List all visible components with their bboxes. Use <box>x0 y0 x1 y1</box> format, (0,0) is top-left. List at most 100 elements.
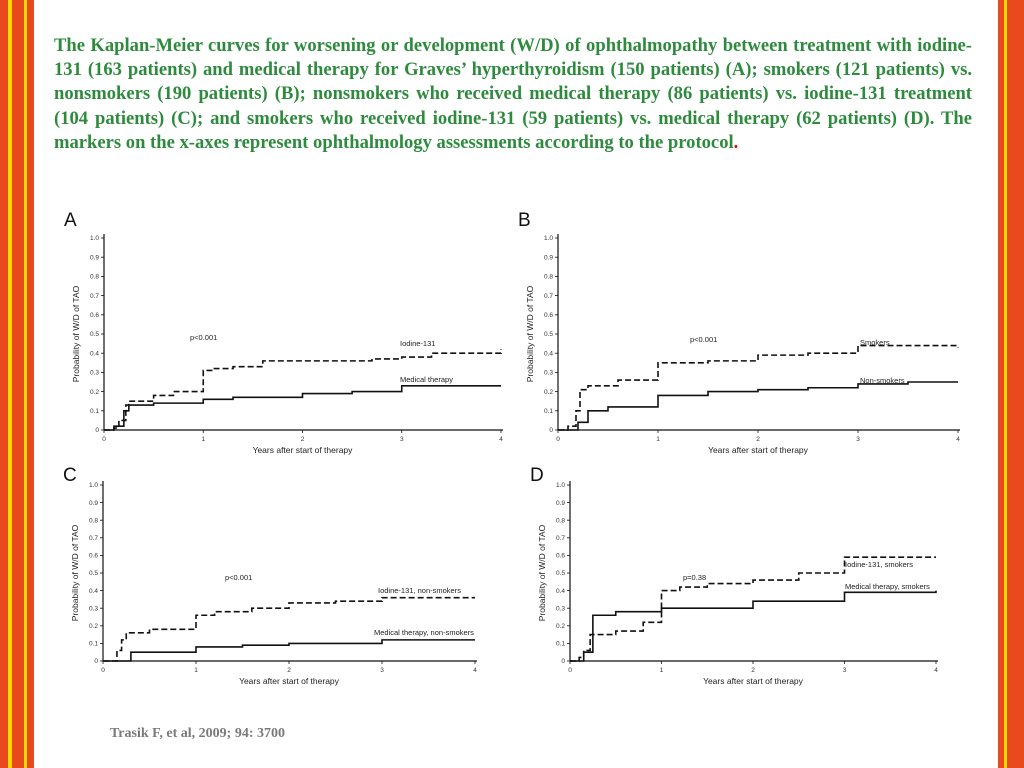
y-tick-label: 0.5 <box>90 331 99 338</box>
y-tick-label: 0.2 <box>556 623 565 630</box>
series-label: Medical therapy, non-smokers <box>374 628 474 637</box>
citation: Trasik F, et al, 2009; 94: 3700 <box>110 726 285 741</box>
y-tick-label: 0.4 <box>544 350 553 357</box>
km-curve-dashed <box>558 344 959 431</box>
x-tick-label: 1 <box>201 436 205 443</box>
y-tick-label: 0 <box>561 658 565 665</box>
km-curve-dashed <box>103 596 475 662</box>
series-label: Iodine-131 <box>400 339 435 348</box>
y-axis-title: Probability of W/D of TAO <box>71 285 81 382</box>
p-value-label: p=0.38 <box>683 573 706 582</box>
slide-heading: The Kaplan-Meier curves for worsening or… <box>54 34 972 170</box>
p-value-label: p<0.001 <box>690 335 717 344</box>
series-label: Non-smokers <box>860 376 905 385</box>
series-label: Medical therapy, smokers <box>845 582 930 591</box>
x-axis-title: Years after start of therapy <box>239 676 340 686</box>
y-tick-label: 0.6 <box>556 553 565 560</box>
km-curve-solid <box>103 639 475 662</box>
x-tick-label: 0 <box>568 667 572 674</box>
km-chart-a: A 0 0.1 0.2 0.3 0.4 0.5 0.6 0.7 0.8 0.9 1.0 0 1 2 3 4 Yea… <box>60 200 520 465</box>
y-tick-label: 0.6 <box>544 312 553 319</box>
km-curve-solid <box>570 590 937 662</box>
y-tick-label: 0.5 <box>89 570 98 577</box>
x-axis-title: Years after start of therapy <box>253 445 354 455</box>
y-tick-label: 0.4 <box>556 588 565 595</box>
x-tick-label: 2 <box>751 667 755 674</box>
km-chart-d: D 0 0.1 0.2 0.3 0.4 0.5 0.6 0.7 0.8 0.9 1.0 0 1 2 3 4 Yea… <box>515 455 975 695</box>
panel-label: A <box>64 210 77 231</box>
x-axis-title: Years after start of therapy <box>708 445 809 455</box>
panel-label: D <box>530 465 544 486</box>
series-label: Iodine-131, smokers <box>845 560 913 569</box>
y-tick-label: 0.3 <box>89 605 98 612</box>
y-tick-label: 0.2 <box>544 389 553 396</box>
km-curve-dashed <box>570 556 936 662</box>
x-tick-label: 3 <box>380 667 384 674</box>
y-tick-label: 0.8 <box>90 274 99 281</box>
y-tick-label: 0.7 <box>89 535 98 542</box>
y-tick-label: 0.9 <box>544 254 553 261</box>
y-tick-label: 1.0 <box>544 235 553 242</box>
y-tick-label: 0.4 <box>89 588 98 595</box>
y-tick-label: 0.7 <box>90 293 99 300</box>
x-tick-label: 0 <box>556 436 560 443</box>
y-tick-label: 0 <box>94 658 98 665</box>
y-tick-label: 0.9 <box>556 500 565 507</box>
y-tick-label: 0.1 <box>89 641 98 648</box>
y-tick-label: 0.2 <box>89 623 98 630</box>
km-chart-b: B 0 0.1 0.2 0.3 0.4 0.5 0.6 0.7 0.8 0.9 1.0 0 1 2 3 4 Yea… <box>515 200 975 465</box>
x-tick-label: 2 <box>301 436 305 443</box>
y-tick-label: 0.3 <box>556 605 565 612</box>
x-tick-label: 0 <box>101 667 105 674</box>
km-curve-dashed <box>104 349 502 431</box>
heading-text: The Kaplan-Meier curves for worsening or… <box>54 35 972 153</box>
y-tick-label: 0.6 <box>90 312 99 319</box>
y-tick-label: 0.6 <box>89 553 98 560</box>
x-tick-label: 3 <box>400 436 404 443</box>
y-tick-label: 0.1 <box>544 408 553 415</box>
right-border-stripes <box>998 0 1024 768</box>
series-label: Smokers <box>860 338 890 347</box>
x-tick-label: 0 <box>102 436 106 443</box>
x-tick-label: 1 <box>194 667 198 674</box>
y-tick-label: 0.3 <box>544 370 553 377</box>
y-tick-label: 0.3 <box>90 370 99 377</box>
x-tick-label: 4 <box>499 436 503 443</box>
y-axis-title: Probability of W/D of TAO <box>70 524 80 621</box>
y-tick-label: 0.8 <box>544 274 553 281</box>
series-label: Medical therapy <box>400 375 453 384</box>
y-tick-label: 0.1 <box>556 641 565 648</box>
x-tick-label: 1 <box>660 667 664 674</box>
y-tick-label: 0.5 <box>544 331 553 338</box>
p-value-label: p<0.001 <box>225 573 252 582</box>
y-tick-label: 0.1 <box>90 408 99 415</box>
y-tick-label: 0.9 <box>89 500 98 507</box>
x-tick-label: 1 <box>656 436 660 443</box>
x-tick-label: 4 <box>956 436 960 443</box>
x-tick-label: 3 <box>856 436 860 443</box>
x-tick-label: 2 <box>287 667 291 674</box>
y-tick-label: 1.0 <box>89 482 98 489</box>
y-tick-label: 0.5 <box>556 570 565 577</box>
km-curve-solid <box>558 381 958 431</box>
x-tick-label: 4 <box>473 667 477 674</box>
y-tick-label: 0.8 <box>556 517 565 524</box>
x-tick-label: 2 <box>756 436 760 443</box>
panel-label: B <box>518 210 531 231</box>
y-tick-label: 0 <box>95 427 99 434</box>
y-tick-label: 0.4 <box>90 350 99 357</box>
left-border-stripes <box>0 0 34 768</box>
y-axis-title: Probability of W/D of TAO <box>537 524 547 621</box>
km-chart-c: C 0 0.1 0.2 0.3 0.4 0.5 0.6 0.7 0.8 0.9 1.0 0 1 2 3 4 Yea… <box>60 455 520 695</box>
y-tick-label: 0 <box>549 427 553 434</box>
x-axis-title: Years after start of therapy <box>703 676 804 686</box>
y-tick-label: 1.0 <box>556 482 565 489</box>
p-value-label: p<0.001 <box>190 333 217 342</box>
y-axis-title: Probability of W/D of TAO <box>525 285 535 382</box>
x-tick-label: 3 <box>843 667 847 674</box>
series-label: Iodine-131, non-smokers <box>378 586 461 595</box>
y-tick-label: 0.2 <box>90 389 99 396</box>
panel-label: C <box>63 465 77 486</box>
x-tick-label: 4 <box>934 667 938 674</box>
y-tick-label: 0.7 <box>544 293 553 300</box>
